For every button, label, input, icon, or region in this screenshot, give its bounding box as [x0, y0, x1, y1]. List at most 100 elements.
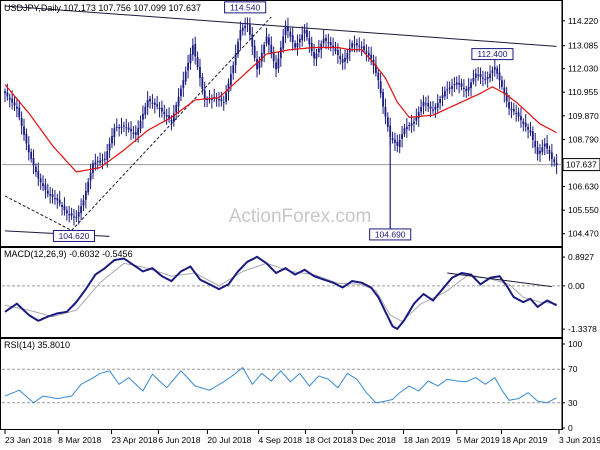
candle-body	[417, 111, 420, 119]
trendline	[4, 195, 72, 231]
rsi-line	[4, 366, 557, 404]
rsi-header: RSI(14) 35.8010	[4, 340, 70, 350]
candle-body	[218, 99, 220, 101]
candle-body	[458, 83, 461, 85]
candle-body	[365, 51, 368, 53]
candle-body	[275, 62, 277, 70]
candle-body	[244, 25, 247, 29]
candle-body	[410, 123, 413, 126]
candle-body	[51, 194, 54, 198]
candle-body	[225, 92, 228, 102]
candle-body	[175, 105, 178, 113]
candle-body	[103, 158, 106, 160]
price-annotation-label: 104.690	[375, 229, 406, 239]
candle-body	[429, 106, 432, 109]
candle-body	[265, 36, 268, 44]
macd-panel-frame	[0, 247, 563, 338]
candle-body	[222, 102, 225, 104]
candle-body	[496, 68, 499, 74]
candle-body	[553, 159, 556, 163]
price-panel-frame	[0, 0, 563, 247]
y-tick-label: 0	[568, 423, 573, 433]
y-tick-label: 109.870	[568, 111, 599, 121]
candle-body	[432, 109, 434, 111]
candle-body	[35, 166, 37, 172]
candle-body	[277, 58, 280, 69]
x-tick-label: 23 Jan 2018	[5, 435, 52, 445]
current-price-box	[562, 158, 600, 172]
candle-body	[170, 120, 173, 122]
candle-body	[455, 82, 458, 85]
candle-body	[80, 206, 82, 214]
candle-body	[256, 59, 258, 70]
candle-body	[408, 125, 411, 126]
candle-body	[386, 117, 389, 127]
price-annotation-label: 112.400	[477, 49, 507, 59]
candle-body	[539, 150, 541, 154]
candle-body	[39, 178, 42, 183]
candle-body	[56, 198, 59, 201]
candle-body	[543, 143, 546, 147]
candle-body	[303, 30, 306, 34]
candle-body	[161, 107, 163, 112]
candle-body	[294, 43, 296, 48]
y-tick-label: 0.8927	[568, 252, 594, 262]
candle-body	[65, 210, 68, 214]
candle-body	[253, 45, 256, 58]
candle-body	[501, 80, 503, 87]
candle-body	[194, 44, 197, 57]
candle-body	[13, 102, 16, 106]
candle-body	[99, 160, 102, 163]
candle-body	[203, 90, 206, 100]
candle-body	[398, 139, 401, 148]
candle-body	[370, 54, 373, 59]
candle-body	[172, 113, 175, 122]
candle-body	[313, 51, 315, 59]
candle-body	[510, 108, 513, 111]
candle-body	[505, 92, 508, 102]
y-tick-label: 110.955	[568, 87, 598, 97]
y-tick-label: 105.550	[568, 205, 599, 215]
candle-body	[163, 111, 166, 115]
price-header: USDJPY,Daily 107.173 107.756 107.099 107…	[4, 3, 201, 13]
candle-body	[229, 74, 232, 85]
x-tick-label: 3 Jun 2019	[559, 435, 600, 445]
candle-body	[375, 64, 377, 73]
candle-body	[329, 42, 332, 46]
candle-body	[424, 103, 427, 105]
x-tick-label: 4 Sep 2018	[259, 435, 303, 445]
candle-body	[529, 130, 532, 133]
candle-body	[153, 102, 156, 105]
candle-body	[322, 38, 325, 44]
candle-body	[130, 128, 132, 132]
candle-body	[132, 132, 135, 134]
candle-body	[206, 99, 209, 101]
y-tick-label: 70	[568, 364, 578, 374]
y-tick-label: 106.630	[568, 182, 599, 192]
candle-body	[346, 52, 349, 60]
price-annotations: 114.540 112.400 104.620 104.690	[52, 1, 514, 242]
candle-body	[54, 198, 56, 200]
candle-body	[403, 128, 406, 135]
candle-body	[37, 171, 40, 179]
candle-body	[401, 134, 403, 139]
candle-body	[213, 96, 216, 98]
candle-body	[415, 116, 418, 121]
candle-body	[108, 143, 111, 151]
candle-body	[317, 48, 320, 53]
candle-body	[472, 78, 475, 82]
x-tick-label: 8 Mar 2018	[58, 435, 101, 445]
x-tick-label: 23 Apr 2018	[112, 435, 158, 445]
candle-body	[358, 45, 361, 47]
candle-body	[439, 99, 442, 104]
candle-body	[227, 83, 230, 93]
candle-body	[241, 27, 244, 31]
candle-body	[413, 121, 415, 124]
candle-body	[467, 86, 470, 91]
candle-body	[232, 64, 235, 74]
candle-body	[75, 216, 78, 218]
candle-body	[191, 45, 194, 55]
rsi-y-axis: 100 70 30 0	[2, 339, 582, 433]
y-tick-label: 114.220	[568, 16, 598, 26]
y-tick-label: 104.470	[568, 229, 599, 239]
